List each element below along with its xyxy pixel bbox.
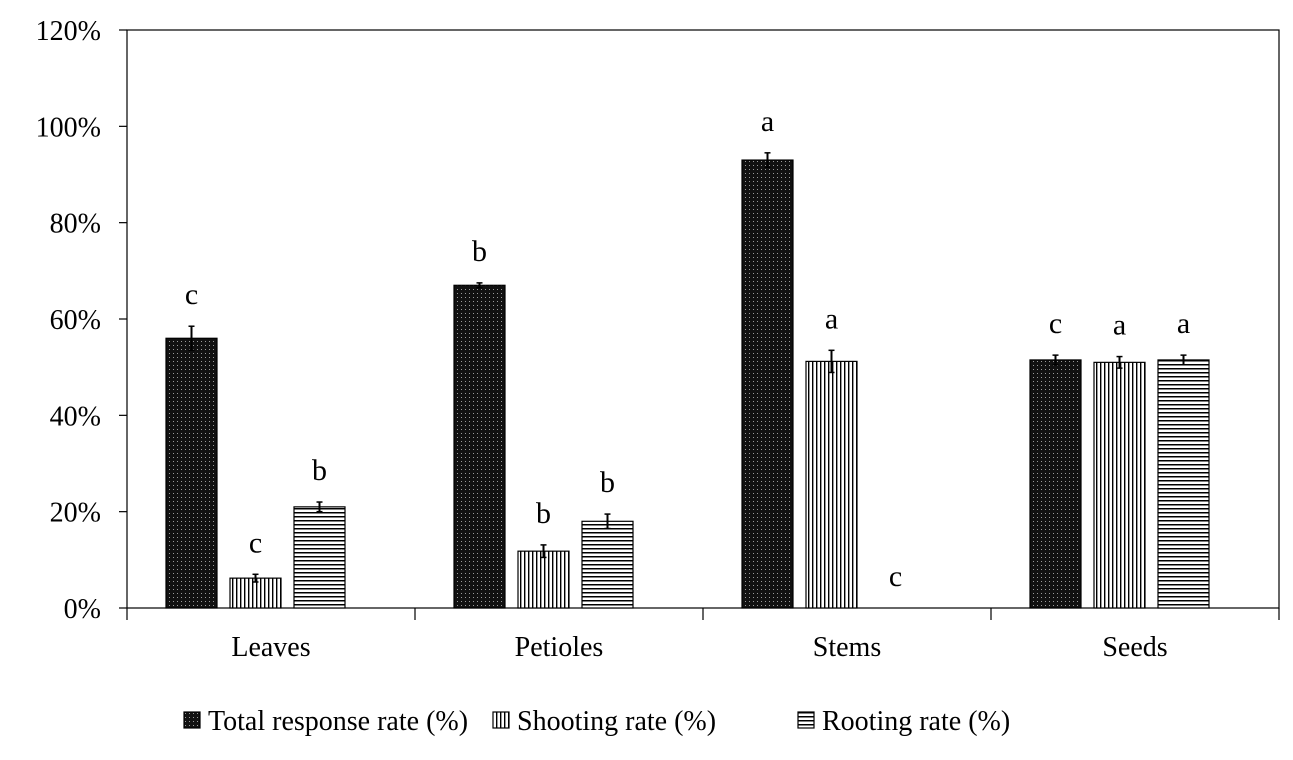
- bar-vertical-lines: [1093, 361, 1146, 609]
- bar-horizontal-lines: [1157, 359, 1210, 609]
- significance-letter: b: [472, 235, 487, 268]
- significance-letter: c: [889, 560, 902, 593]
- legend-swatch: [183, 711, 201, 729]
- significance-letter: b: [312, 454, 327, 487]
- bar-dots: [741, 159, 794, 609]
- y-tick-label: 40%: [50, 401, 101, 432]
- x-category-label: Leaves: [231, 632, 310, 663]
- y-tick-label: 0%: [64, 594, 101, 625]
- significance-letter: a: [1177, 307, 1190, 340]
- y-tick-label: 120%: [36, 16, 101, 47]
- bar-dots: [453, 284, 506, 609]
- legend-label: Total response rate (%): [208, 706, 468, 737]
- legend-label: Shooting rate (%): [517, 706, 716, 737]
- bar-vertical-lines: [517, 550, 570, 609]
- significance-letter: c: [1049, 307, 1062, 340]
- bar-horizontal-lines: [293, 506, 346, 609]
- legend-label: Rooting rate (%): [822, 706, 1010, 737]
- legend-swatch: [492, 711, 510, 729]
- legend-swatch: [797, 711, 815, 729]
- y-tick-label: 20%: [50, 498, 101, 529]
- x-category-label: Stems: [813, 632, 881, 663]
- bar-dots: [1029, 359, 1082, 609]
- legend: Total response rate (%) Shooting rate (%)…: [183, 706, 1010, 737]
- bar-dots: [165, 337, 218, 609]
- bars: c b a c c b a a b b c a: [165, 105, 1210, 609]
- bar-vertical-lines: [229, 577, 282, 609]
- y-axis: 0% 20% 40% 60% 80% 100% 120%: [36, 16, 127, 625]
- significance-letter: c: [249, 526, 262, 559]
- bar-horizontal-lines: [581, 520, 634, 609]
- y-tick-label: 60%: [50, 305, 101, 336]
- bar-vertical-lines: [805, 360, 858, 609]
- significance-letter: b: [600, 466, 615, 499]
- x-category-label: Seeds: [1102, 632, 1167, 663]
- significance-letter: a: [761, 105, 774, 138]
- significance-letter: a: [1113, 309, 1126, 342]
- y-tick-label: 100%: [36, 112, 101, 143]
- x-category-label: Petioles: [515, 632, 604, 663]
- significance-letter: a: [825, 302, 838, 335]
- x-axis: Leaves Petioles Stems Seeds: [126, 608, 1280, 663]
- y-tick-label: 80%: [50, 209, 101, 240]
- significance-letter: c: [185, 278, 198, 311]
- significance-letter: b: [536, 497, 551, 530]
